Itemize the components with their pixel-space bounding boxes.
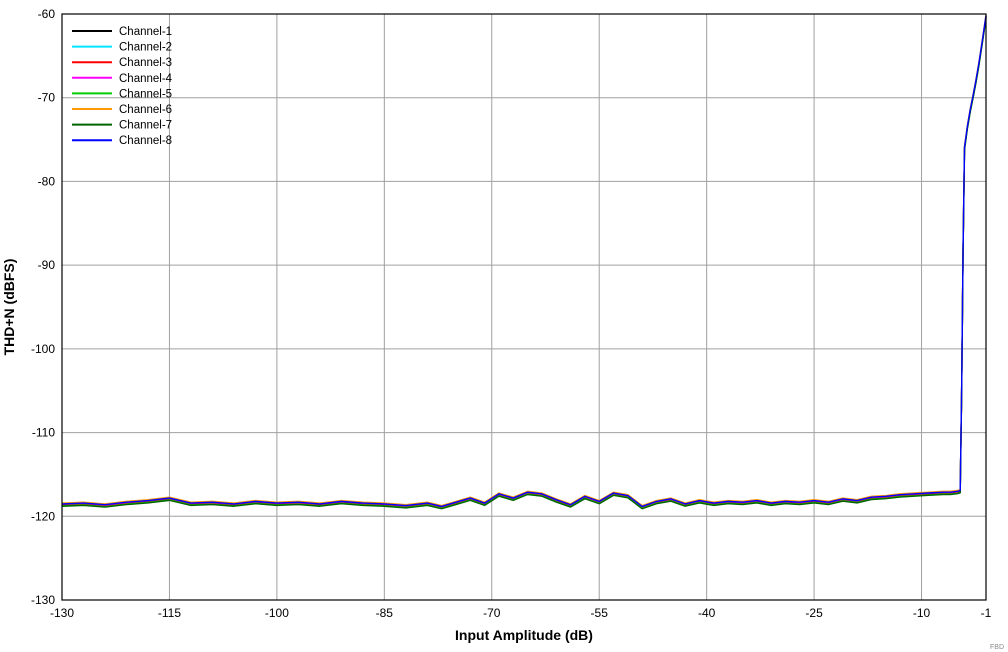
legend-label-channel-1: Channel-1 bbox=[119, 26, 172, 38]
y-tick-label: -60 bbox=[38, 7, 56, 21]
legend-label-channel-8: Channel-8 bbox=[119, 135, 172, 147]
y-tick-label: -80 bbox=[38, 174, 56, 188]
series-line-channel-7 bbox=[61, 18, 987, 510]
x-tick-label: -130 bbox=[50, 606, 74, 620]
series-line-channel-8 bbox=[61, 15, 987, 508]
legend-label-channel-7: Channel-7 bbox=[119, 120, 172, 132]
legend-label-channel-2: Channel-2 bbox=[119, 42, 172, 54]
series-line-channel-6 bbox=[61, 14, 987, 507]
x-axis-title: Input Amplitude (dB) bbox=[455, 627, 593, 643]
x-tick-label: -40 bbox=[698, 606, 716, 620]
legend-label-channel-4: Channel-4 bbox=[119, 73, 173, 85]
legend-label-channel-5: Channel-5 bbox=[119, 88, 172, 100]
watermark-text: FBD bbox=[990, 644, 1004, 651]
x-tick-label: -1 bbox=[981, 606, 992, 620]
x-tick-label: -25 bbox=[805, 606, 823, 620]
y-tick-label: -110 bbox=[32, 426, 55, 440]
x-tick-label: -100 bbox=[265, 606, 289, 620]
x-tick-label: -115 bbox=[158, 606, 181, 620]
x-tick-label: -55 bbox=[591, 606, 609, 620]
y-axis-title: THD+N (dBFS) bbox=[1, 259, 17, 356]
y-tick-label: -130 bbox=[31, 593, 55, 607]
y-tick-label: -120 bbox=[31, 509, 55, 523]
y-tick-label: -70 bbox=[38, 91, 56, 105]
x-tick-label: -10 bbox=[913, 606, 931, 620]
plot-border bbox=[61, 13, 987, 601]
y-tick-label: -90 bbox=[38, 258, 56, 272]
legend-label-channel-3: Channel-3 bbox=[119, 57, 172, 69]
x-tick-label: -70 bbox=[483, 606, 501, 620]
y-tick-label: -100 bbox=[31, 342, 55, 356]
x-tick-label: -85 bbox=[376, 606, 394, 620]
plot-area bbox=[62, 14, 986, 600]
legend-label-channel-6: Channel-6 bbox=[119, 104, 172, 116]
